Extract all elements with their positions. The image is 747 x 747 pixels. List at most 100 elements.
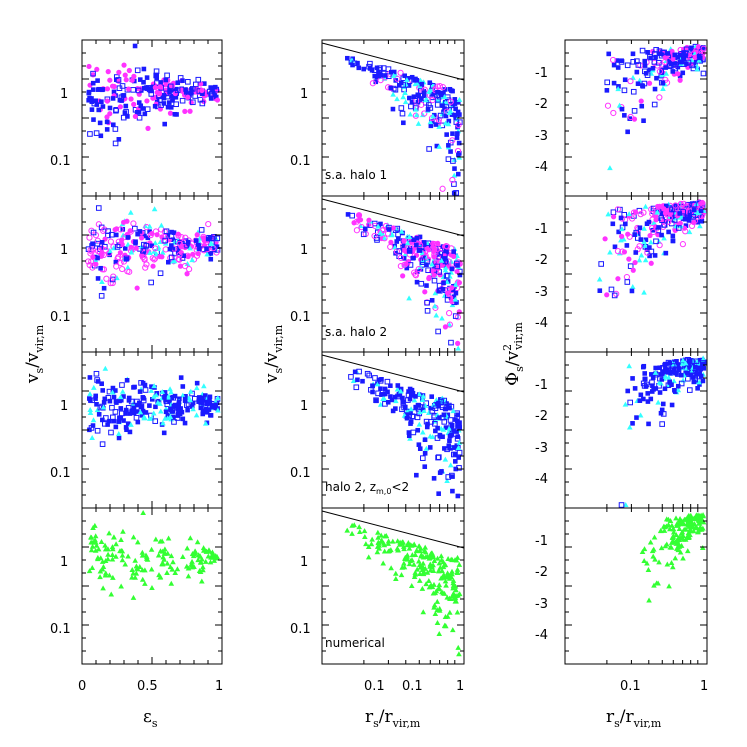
data-point-green [688, 516, 695, 522]
data-point-magenta [661, 206, 667, 212]
data-point-blue-open [372, 375, 378, 381]
data-point-blue [666, 229, 671, 235]
data-point-green [99, 558, 106, 564]
data-point-magenta-open [101, 226, 108, 233]
data-point-cyan [109, 389, 116, 395]
data-point-blue-open [373, 397, 379, 404]
data-point-blue-open [635, 62, 642, 68]
data-point-blue [443, 425, 449, 430]
data-point-blue [90, 80, 96, 86]
data-point-magenta-open [449, 137, 456, 144]
data-point-blue-open [410, 429, 417, 436]
data-point-green [679, 529, 686, 535]
data-point-blue-open [630, 59, 637, 65]
data-point-magenta-open [636, 243, 643, 250]
data-point-green [368, 541, 375, 547]
data-point-blue [193, 238, 199, 243]
data-point-blue [402, 73, 408, 79]
data-point-blue [170, 409, 175, 414]
data-point-magenta-open [443, 243, 451, 250]
ytick-label: -3 [535, 129, 548, 144]
data-point-blue-open [399, 110, 406, 117]
data-point-blue [122, 110, 128, 115]
data-point-blue [688, 372, 694, 378]
data-point-green [102, 570, 109, 576]
data-point-blue-open [425, 267, 431, 274]
data-point-magenta-open [614, 248, 622, 255]
annotation-row4: numerical [325, 636, 385, 650]
ylabel-col2-sub: s [272, 368, 285, 374]
data-point-green [88, 539, 94, 545]
data-point-blue [125, 421, 131, 426]
data-point-blue [700, 378, 706, 384]
data-point-cyan [167, 386, 173, 392]
data-point-green [687, 532, 693, 538]
data-point-blue [207, 400, 213, 406]
data-point-magenta [132, 113, 138, 120]
xtick-label: 0.1 [402, 679, 423, 694]
data-point-magenta-open [619, 248, 626, 255]
data-point-blue [417, 234, 423, 240]
data-point-blue-open [598, 261, 604, 267]
data-point-blue [457, 425, 463, 430]
data-point-blue [687, 358, 692, 363]
xlabel-col1-sub: s [152, 717, 158, 730]
data-point-blue [134, 409, 140, 414]
data-point-blue [396, 236, 401, 242]
xtick-label: 0.5 [137, 679, 158, 694]
data-point-blue [183, 90, 189, 95]
data-point-blue-open [690, 65, 697, 72]
data-point-green [89, 564, 96, 570]
data-point-blue [100, 104, 106, 109]
data-point-magenta [426, 274, 432, 281]
data-point-cyan [675, 387, 682, 393]
data-point-blue [699, 218, 705, 224]
data-point-magenta-open [629, 215, 636, 222]
data-point-blue-open [641, 383, 648, 389]
data-point-magenta [626, 256, 632, 262]
data-point-blue [615, 65, 621, 70]
data-point-blue [441, 109, 446, 115]
data-point-blue [181, 253, 187, 259]
data-point-green [647, 539, 654, 545]
data-point-cyan [400, 94, 406, 100]
data-point-magenta-open [142, 264, 149, 271]
data-point-magenta [185, 94, 191, 100]
annotation-row3-tail: <2 [391, 480, 409, 494]
xtick-label: 1 [700, 679, 708, 694]
data-point-blue-open [690, 213, 696, 220]
data-point-blue [611, 62, 617, 68]
data-point-magenta [121, 219, 127, 225]
data-point-magenta [188, 100, 194, 106]
data-point-green [687, 520, 693, 526]
data-point-cyan [406, 233, 413, 239]
annotation-row2: s.a. halo 2 [325, 325, 387, 339]
data-point-blue [624, 243, 630, 248]
data-point-magenta-open [151, 256, 158, 263]
data-point-green [356, 524, 363, 530]
data-point-cyan [696, 379, 702, 385]
data-point-green [641, 558, 647, 564]
data-point-green [130, 534, 137, 540]
data-point-green [108, 591, 115, 597]
data-point-cyan [187, 245, 193, 251]
data-point-magenta [425, 247, 432, 253]
data-point-cyan [180, 392, 186, 398]
data-point-cyan [401, 84, 407, 90]
data-point-blue-open [87, 131, 93, 137]
data-point-cyan [642, 242, 649, 248]
data-point-blue [697, 363, 702, 369]
data-point-blue [162, 121, 168, 127]
data-point-cyan [117, 394, 124, 400]
data-point-green [102, 572, 109, 578]
data-point-blue [131, 405, 137, 411]
data-point-magenta [126, 67, 132, 74]
xlabel-col3: rs/rvir,m [606, 707, 662, 730]
data-point-blue [638, 392, 644, 398]
data-point-cyan [421, 258, 428, 264]
data-point-cyan [189, 257, 196, 263]
data-point-green [92, 537, 98, 543]
data-point-green [445, 556, 451, 562]
data-point-cyan [402, 99, 409, 105]
data-point-green [407, 542, 414, 548]
